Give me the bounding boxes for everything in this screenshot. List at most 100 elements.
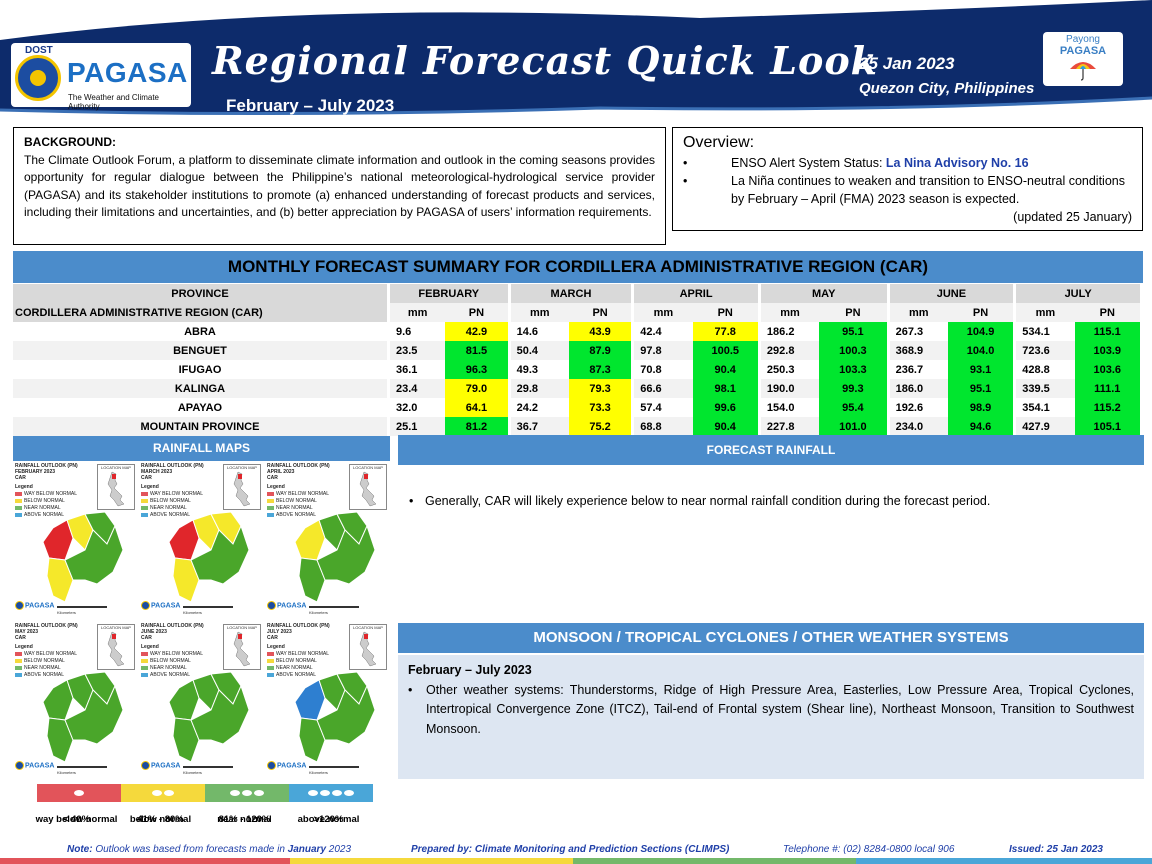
map-title: RAINFALL OUTLOOK (PN) JUNE 2023 CAR: [141, 623, 204, 641]
percent-normal-cell: 103.6: [1074, 360, 1140, 379]
map-scale-bar: [183, 766, 233, 768]
rainfall-mm-cell: 186.2: [766, 325, 795, 338]
month-header: MAY: [760, 284, 887, 303]
map-title: RAINFALL OUTLOOK (PN) MARCH 2023 CAR: [141, 463, 204, 481]
table-row: KALINGA 23.4 79.0 29.8 79.3 66.6 98.1 190.0 99.3…: [13, 379, 1140, 398]
summary-title: MONTHLY FORECAST SUMMARY FOR CORDILLERA …: [13, 251, 1143, 283]
column-gap: [386, 341, 390, 360]
percent-normal-cell: 105.1: [1074, 417, 1140, 436]
column-gap: [886, 379, 890, 398]
percent-normal-cell: 64.1: [445, 398, 508, 417]
overview-item-la-nina: La Niña continues to weaken and transiti…: [683, 172, 1132, 208]
page-title: Regional Forecast Quick Look: [212, 38, 879, 83]
percent-normal-cell: 87.3: [568, 360, 632, 379]
scale-segment: [289, 784, 373, 802]
column-gap: [386, 284, 390, 303]
rainfall-mm-cell: 36.1: [395, 363, 418, 376]
rainfall-mm-cell: 97.8: [634, 341, 693, 360]
map-pagasa-logo: PAGASA: [267, 761, 306, 770]
column-gap: [631, 379, 635, 398]
column-gap: [386, 379, 390, 398]
location-inset-map: LOCATION MAP: [223, 624, 261, 670]
percent-normal-cell: 101.0: [819, 417, 887, 436]
footer-stripe-red: [0, 858, 290, 864]
overview-updated: (updated 25 January): [1013, 210, 1132, 224]
month-header: MARCH: [510, 284, 632, 303]
pn-header: PN: [568, 303, 632, 322]
rainfall-mm-cell: 427.9: [1016, 417, 1075, 436]
column-gap: [507, 341, 511, 360]
column-gap: [386, 322, 390, 341]
mm-header: mm: [389, 303, 446, 322]
rainfall-mm-cell: 339.5: [1016, 379, 1075, 398]
rainfall-mm-cell: 70.8: [640, 363, 662, 376]
rainfall-map: RAINFALL OUTLOOK (PN) MAY 2023 CAR Legend WA…: [13, 622, 138, 779]
rainfall-mm-cell: 723.6: [1016, 341, 1075, 360]
rainfall-maps-title: RAINFALL MAPS: [13, 436, 390, 461]
percent-normal-cell: 93.1: [947, 360, 1014, 379]
column-gap: [631, 303, 635, 322]
header-background: [0, 0, 1152, 116]
logo-tagline: The Weather and Climate Authority: [68, 93, 160, 111]
column-gap: [631, 322, 635, 341]
forecast-table: PROVINCE FEBRUARY MARCH APRIL MAY JUNE JULY COR…: [13, 284, 1140, 436]
rainfall-mm-cell: 428.8: [1022, 363, 1050, 376]
mm-header: mm: [1016, 303, 1075, 322]
mm-header: mm: [510, 303, 569, 322]
car-region-map: [42, 511, 124, 603]
province-name: BENGUET: [13, 341, 387, 360]
umbrella-icon: [1070, 62, 1096, 81]
month-header: APRIL: [634, 284, 758, 303]
map-scale-label: Kilometers: [183, 610, 202, 615]
location-inset-map: LOCATION MAP: [223, 464, 261, 510]
pn-header: PN: [692, 303, 758, 322]
column-gap: [757, 341, 761, 360]
percent-normal-cell: 90.4: [692, 360, 758, 379]
monsoon-box: February – July 2023 Other weather syste…: [398, 655, 1144, 779]
rainfall-mm-cell: 29.8: [510, 379, 569, 398]
rainfall-mm-cell: 25.1: [389, 417, 446, 436]
map-title: RAINFALL OUTLOOK (PN) MAY 2023 CAR: [15, 623, 78, 641]
percent-normal-cell: 111.1: [1074, 379, 1140, 398]
rainfall-mm-cell: 49.3: [516, 363, 539, 376]
rainfall-mm-cell: 267.3: [895, 325, 924, 338]
footer-prepared: Prepared by: Climate Monitoring and Pred…: [411, 844, 730, 855]
map-legend: Legend WAY BELOW NORMAL BELOW NORMAL NEAR N…: [15, 484, 77, 518]
car-region-map: [168, 511, 250, 603]
province-header: PROVINCE: [13, 284, 387, 303]
table-row: ABRA 9.6 42.9 14.6 43.9 42.4 77.8 186.2 95.1 267.…: [13, 322, 1140, 341]
forecast-rainfall-title: FORECAST RAINFALL: [398, 435, 1144, 465]
province-name: ABRA: [184, 325, 216, 338]
percent-normal-cell: 81.5: [445, 341, 508, 360]
map-legend: Legend WAY BELOW NORMAL BELOW NORMAL NEAR N…: [267, 644, 329, 678]
rainfall-mm-cell: 9.6: [395, 325, 412, 338]
rainfall-mm-cell: 24.2: [516, 401, 539, 414]
map-title: RAINFALL OUTLOOK (PN) JULY 2023 CAR: [267, 623, 330, 641]
map-pagasa-logo: PAGASA: [141, 601, 180, 610]
map-scale-bar: [57, 766, 107, 768]
column-gap: [757, 379, 761, 398]
location-inset-map: LOCATION MAP: [97, 624, 135, 670]
percent-normal-cell: 75.2: [568, 417, 632, 436]
mm-header: mm: [760, 303, 820, 322]
weather-cloud-icon: [74, 790, 84, 796]
rainfall-mm-cell: 192.6: [895, 401, 924, 414]
column-gap: [886, 398, 890, 417]
rainfall-scale-bar: [37, 784, 373, 802]
region-label: CORDILLERA ADMINISTRATIVE REGION (CAR): [13, 303, 387, 322]
column-gap: [757, 303, 761, 322]
province-shape: [190, 524, 250, 585]
column-gap: [1013, 341, 1017, 360]
map-title: RAINFALL OUTLOOK (PN) FEBRUARY 2023 CAR: [15, 463, 78, 481]
column-gap: [631, 398, 635, 417]
percent-normal-cell: 100.3: [819, 341, 887, 360]
footer-stripe-blue: [856, 858, 1152, 864]
column-gap: [1013, 303, 1017, 322]
rainfall-mm-cell: 250.3: [766, 363, 795, 376]
percent-normal-cell: 103.3: [819, 360, 887, 379]
percent-normal-cell: 100.5: [692, 341, 758, 360]
rainfall-mm-cell: 36.7: [510, 417, 569, 436]
footer-note-label: Note:: [67, 844, 93, 855]
enso-status-value: La Nina Advisory No. 16: [885, 156, 1029, 170]
rainfall-mm-cell: 68.8: [634, 417, 693, 436]
